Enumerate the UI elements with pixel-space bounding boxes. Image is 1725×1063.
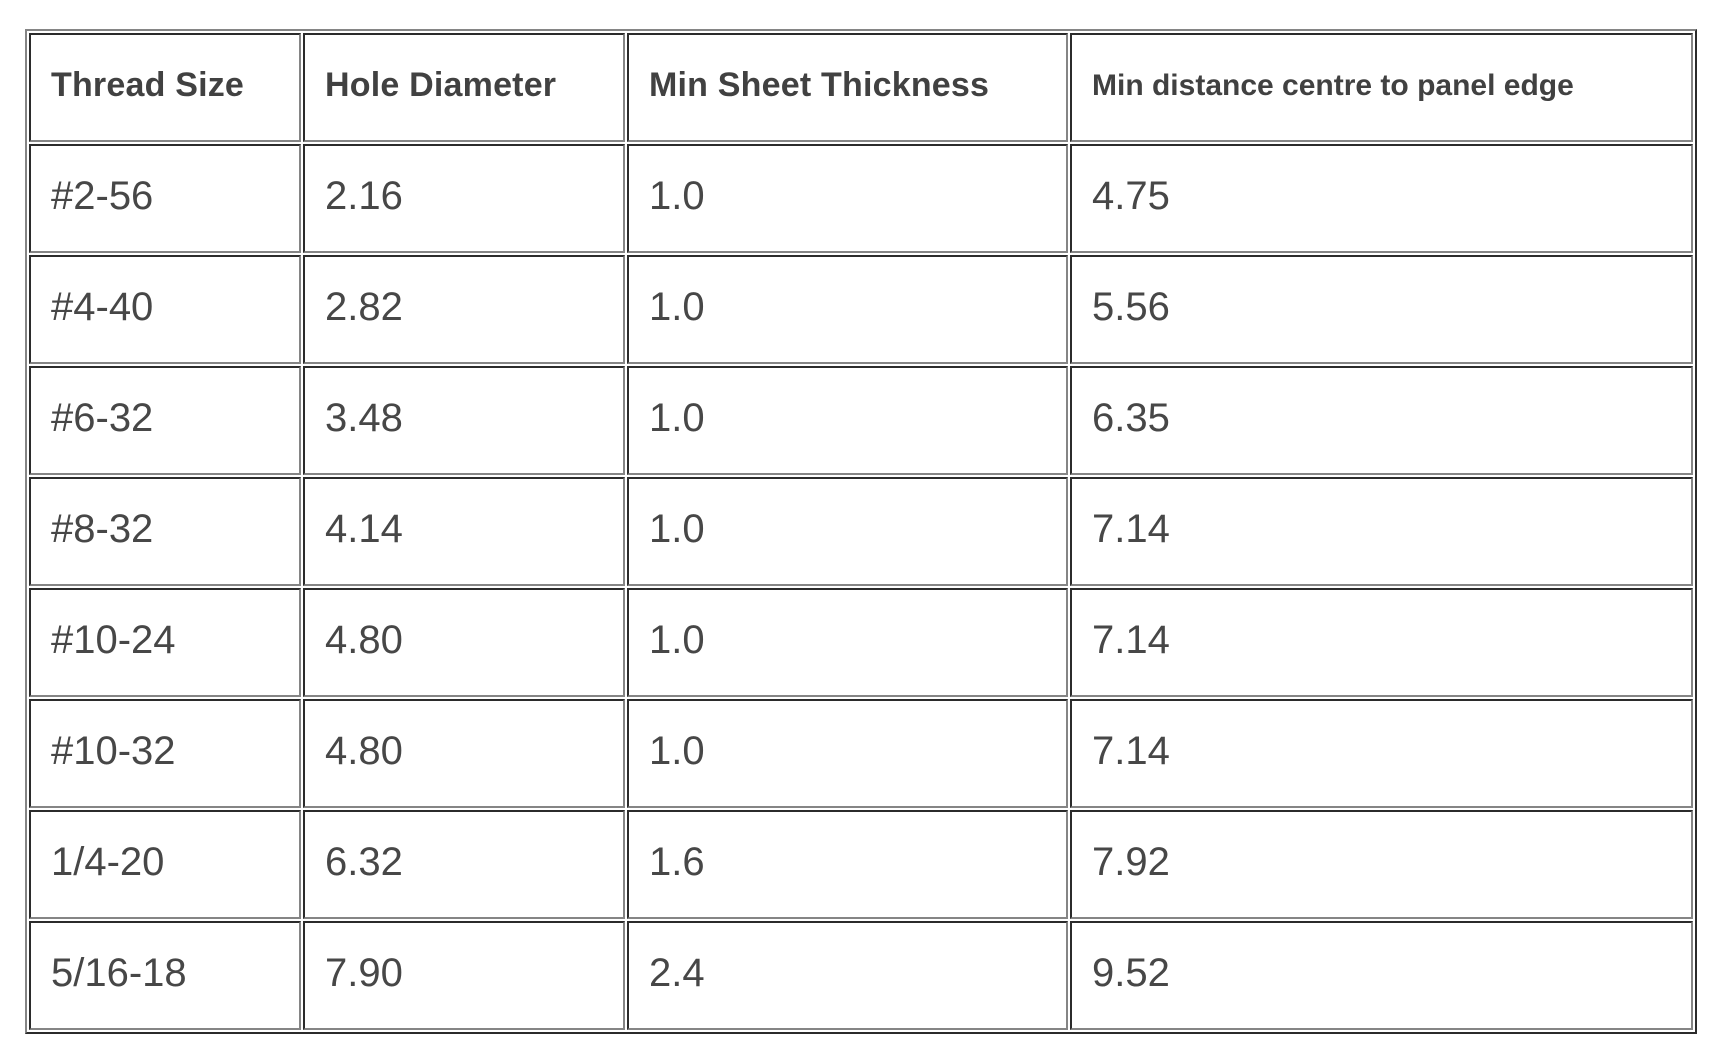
cell-min-edge-distance: 7.14 xyxy=(1070,588,1693,697)
cell-min-edge-distance: 6.35 xyxy=(1070,366,1693,475)
cell-thread-size: #2-56 xyxy=(29,144,301,253)
header-row: Thread Size Hole Diameter Min Sheet Thic… xyxy=(29,33,1693,142)
cell-hole-diameter: 4.80 xyxy=(303,699,625,808)
table-row: #2-56 2.16 1.0 4.75 xyxy=(29,144,1693,253)
column-header-min-edge-distance: Min distance centre to panel edge xyxy=(1070,33,1693,142)
table-row: #10-24 4.80 1.0 7.14 xyxy=(29,588,1693,697)
cell-thread-size: #4-40 xyxy=(29,255,301,364)
cell-hole-diameter: 4.14 xyxy=(303,477,625,586)
cell-min-edge-distance: 7.92 xyxy=(1070,810,1693,919)
cell-thread-size: #8-32 xyxy=(29,477,301,586)
cell-min-sheet-thickness: 1.0 xyxy=(627,588,1068,697)
cell-hole-diameter: 6.32 xyxy=(303,810,625,919)
cell-min-edge-distance: 5.56 xyxy=(1070,255,1693,364)
table-row: 5/16-18 7.90 2.4 9.52 xyxy=(29,921,1693,1030)
table-row: #10-32 4.80 1.0 7.14 xyxy=(29,699,1693,808)
table-row: #8-32 4.14 1.0 7.14 xyxy=(29,477,1693,586)
cell-min-edge-distance: 7.14 xyxy=(1070,477,1693,586)
cell-min-edge-distance: 4.75 xyxy=(1070,144,1693,253)
cell-min-sheet-thickness: 1.0 xyxy=(627,144,1068,253)
table-row: 1/4-20 6.32 1.6 7.92 xyxy=(29,810,1693,919)
cell-min-edge-distance: 9.52 xyxy=(1070,921,1693,1030)
cell-min-sheet-thickness: 1.0 xyxy=(627,255,1068,364)
column-header-min-sheet-thickness: Min Sheet Thickness xyxy=(627,33,1068,142)
column-header-thread-size: Thread Size xyxy=(29,33,301,142)
cell-min-sheet-thickness: 1.6 xyxy=(627,810,1068,919)
cell-min-sheet-thickness: 1.0 xyxy=(627,699,1068,808)
table-row: #4-40 2.82 1.0 5.56 xyxy=(29,255,1693,364)
cell-thread-size: #10-24 xyxy=(29,588,301,697)
cell-thread-size: #6-32 xyxy=(29,366,301,475)
cell-min-edge-distance: 7.14 xyxy=(1070,699,1693,808)
column-header-hole-diameter: Hole Diameter xyxy=(303,33,625,142)
cell-hole-diameter: 2.82 xyxy=(303,255,625,364)
cell-thread-size: 1/4-20 xyxy=(29,810,301,919)
table-row: #6-32 3.48 1.0 6.35 xyxy=(29,366,1693,475)
cell-thread-size: 5/16-18 xyxy=(29,921,301,1030)
cell-hole-diameter: 3.48 xyxy=(303,366,625,475)
cell-min-sheet-thickness: 1.0 xyxy=(627,366,1068,475)
cell-hole-diameter: 7.90 xyxy=(303,921,625,1030)
page: Thread Size Hole Diameter Min Sheet Thic… xyxy=(25,29,1697,1034)
cell-thread-size: #10-32 xyxy=(29,699,301,808)
cell-min-sheet-thickness: 1.0 xyxy=(627,477,1068,586)
cell-hole-diameter: 2.16 xyxy=(303,144,625,253)
cell-hole-diameter: 4.80 xyxy=(303,588,625,697)
cell-min-sheet-thickness: 2.4 xyxy=(627,921,1068,1030)
clinch-nut-spec-table: Thread Size Hole Diameter Min Sheet Thic… xyxy=(25,29,1697,1034)
table-header: Thread Size Hole Diameter Min Sheet Thic… xyxy=(29,33,1693,142)
table-body: #2-56 2.16 1.0 4.75 #4-40 2.82 1.0 5.56 #6-32 3.4… xyxy=(29,144,1693,1030)
